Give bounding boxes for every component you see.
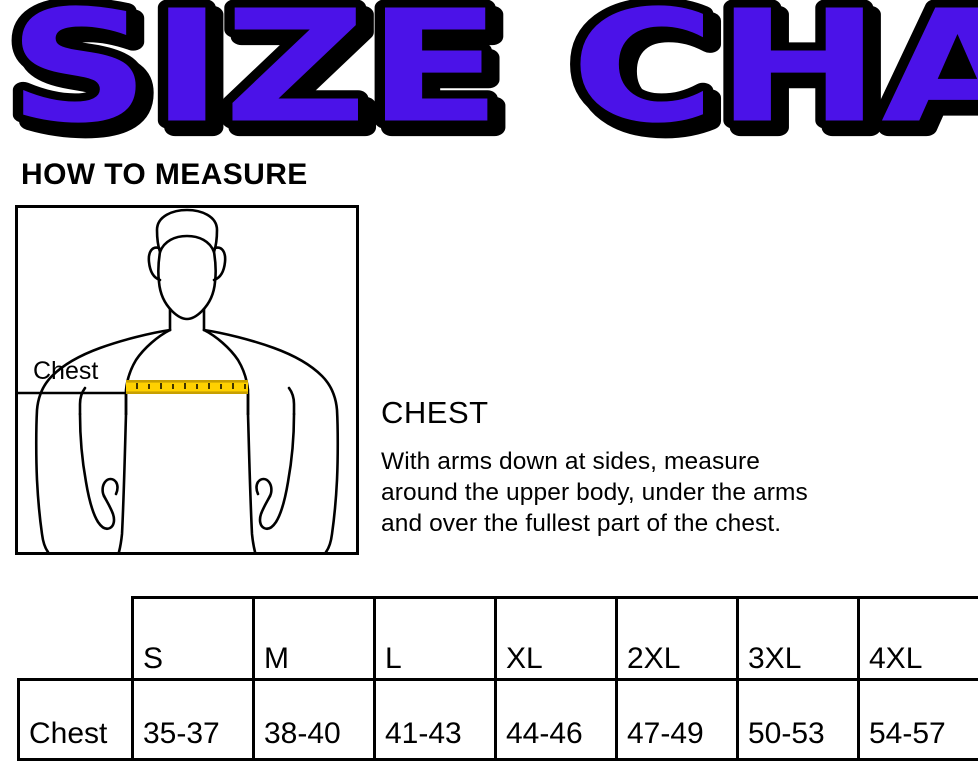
table-corner-cell	[19, 598, 133, 680]
right-arm-inner	[260, 414, 294, 529]
table-header-xl: XL	[496, 598, 617, 680]
left-body-side	[126, 330, 170, 414]
table-row-chest: Chest 35-37 38-40 41-43 44-46 47-49 50-5…	[19, 680, 978, 760]
tape-bottom-edge	[126, 391, 248, 394]
right-thumb	[257, 479, 272, 496]
left-arm-inner	[80, 414, 114, 529]
page-title: .bigtitle { font-family: "DejaVu Sans", …	[0, 0, 978, 146]
hair-shape	[157, 210, 217, 252]
title-fill-layer: SIZE CHART	[8, 0, 978, 146]
face-outline	[158, 252, 215, 319]
table-cell-chest-3xl: 50-53	[738, 680, 859, 760]
description-block: CHEST With arms down at sides, measure a…	[381, 396, 973, 539]
description-heading: CHEST	[381, 396, 973, 430]
right-body-side	[204, 330, 248, 414]
table-cell-chest-xl: 44-46	[496, 680, 617, 760]
table-header-4xl: 4XL	[859, 598, 978, 680]
right-torso-edge	[248, 414, 255, 552]
table-cell-chest-2xl: 47-49	[617, 680, 738, 760]
description-line-2: around the upper body, under the arms	[381, 477, 973, 508]
description-line-1: With arms down at sides, measure	[381, 446, 973, 477]
description-text: With arms down at sides, measure around …	[381, 446, 973, 539]
table-cell-chest-l: 41-43	[375, 680, 496, 760]
size-table: S M L XL 2XL 3XL 4XL Chest 35-37 38-40 4…	[17, 596, 978, 761]
how-to-measure-heading: HOW TO MEASURE	[21, 158, 308, 192]
table-header-row: S M L XL 2XL 3XL 4XL	[19, 598, 978, 680]
right-arm-shoulder-inner	[289, 388, 294, 414]
left-thumb	[103, 479, 118, 496]
table-header-l: L	[375, 598, 496, 680]
table-cell-chest-4xl: 54-57	[859, 680, 978, 760]
table-header-m: M	[254, 598, 375, 680]
table-cell-chest-m: 38-40	[254, 680, 375, 760]
description-line-3: and over the fullest part of the chest.	[381, 508, 973, 539]
measuring-tape-icon	[126, 380, 248, 394]
table-header-2xl: 2XL	[617, 598, 738, 680]
chest-measurement-label: Chest	[33, 358, 98, 385]
table-row-label-chest: Chest	[19, 680, 133, 760]
table-cell-chest-s: 35-37	[133, 680, 254, 760]
table-header-s: S	[133, 598, 254, 680]
table-header-3xl: 3XL	[738, 598, 859, 680]
tape-top-edge	[126, 380, 248, 383]
right-arm-outer	[204, 330, 338, 552]
left-torso-edge	[119, 414, 126, 552]
